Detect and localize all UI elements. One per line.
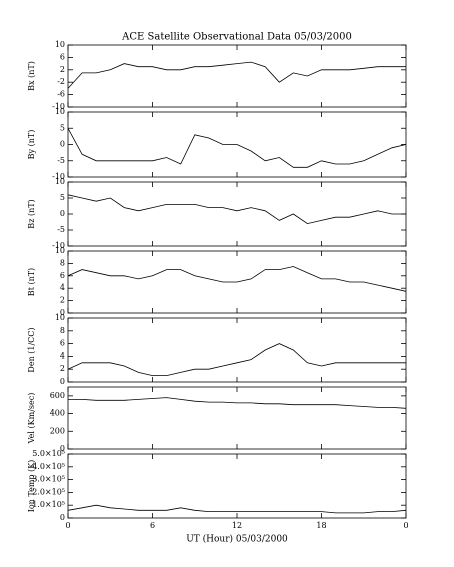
frame	[67, 181, 407, 247]
chart-title: ACE Satellite Observational Data 05/03/2…	[121, 32, 352, 43]
data-line	[67, 194, 406, 225]
y-tick-label: 0	[60, 513, 65, 522]
data-line	[67, 504, 407, 514]
y-tick-label: -5	[57, 225, 65, 234]
x-tick-label: 0	[403, 521, 408, 530]
y-tick-label: 400	[50, 409, 65, 418]
y-tick-label: 6	[60, 339, 65, 348]
y-tick-label: -2	[57, 77, 65, 86]
y-tick-label: 600	[50, 391, 65, 400]
data-line	[68, 397, 407, 409]
x-axis-label: UT (Hour) 05/03/2000	[186, 534, 288, 545]
y-tick-label: -6	[57, 90, 65, 99]
y-axis-label: Den (1/CC)	[27, 327, 36, 372]
y-tick-label: 6	[60, 52, 65, 61]
data-line	[67, 343, 406, 376]
y-tick-label: 0	[60, 140, 65, 149]
y-axis-label: Vel (Km/sec)	[27, 393, 36, 445]
y-tick-label: -10	[52, 241, 65, 250]
y-tick-label: -10	[52, 172, 65, 181]
data-line	[67, 61, 406, 89]
x-tick-label: 6	[150, 521, 155, 530]
y-tick-label: 0	[60, 444, 65, 453]
x-tick-label: 18	[316, 521, 326, 530]
y-tick-label: 200	[50, 426, 65, 435]
y-tick-label: 10	[55, 246, 65, 255]
y-tick-label: 5	[60, 193, 65, 202]
y-tick-label: 10	[55, 40, 65, 49]
y-tick-label: 0	[60, 377, 65, 386]
frame	[67, 317, 407, 383]
y-tick-label: 0	[60, 209, 65, 218]
y-tick-label: 10	[55, 313, 65, 322]
y-tick-label: -5	[57, 156, 65, 165]
y-tick-label: 4	[60, 351, 65, 360]
frame	[67, 386, 407, 450]
y-tick-label: 3.0×10⁵	[32, 475, 65, 484]
y-tick-label: 8	[60, 258, 65, 267]
y-tick-label: 10	[55, 177, 65, 186]
y-tick-label: 2	[60, 296, 65, 305]
x-tick-label: 0	[65, 521, 70, 530]
data-line	[67, 266, 407, 292]
y-axis-label: By (nT)	[27, 130, 36, 160]
y-axis-label: Bt (nT)	[27, 268, 36, 296]
y-tick-label: -10	[52, 102, 65, 111]
y-tick-label: 2.0×10⁵	[32, 487, 65, 496]
y-tick-label: 6	[60, 271, 65, 280]
y-tick-label: 10	[55, 107, 65, 116]
y-tick-label: 4.0×10⁵	[32, 462, 65, 471]
y-tick-label: 5.0×10⁵	[32, 449, 65, 458]
y-axis-label: Bz (nT)	[27, 199, 36, 228]
y-axis-label: Ion Temp (K)	[27, 460, 36, 513]
y-axis-label: Bx (nT)	[27, 61, 36, 91]
x-tick-label: 12	[232, 521, 242, 530]
y-tick-label: 2	[60, 364, 65, 373]
y-tick-label: 8	[60, 326, 65, 335]
frame	[67, 44, 407, 108]
data-line	[67, 128, 407, 168]
y-tick-label: 4	[60, 283, 65, 292]
y-tick-label: 5	[60, 123, 65, 132]
y-tick-label: 0	[60, 308, 65, 317]
y-tick-label: 2	[60, 65, 65, 74]
y-tick-label: 1.0×10⁵	[32, 500, 65, 509]
